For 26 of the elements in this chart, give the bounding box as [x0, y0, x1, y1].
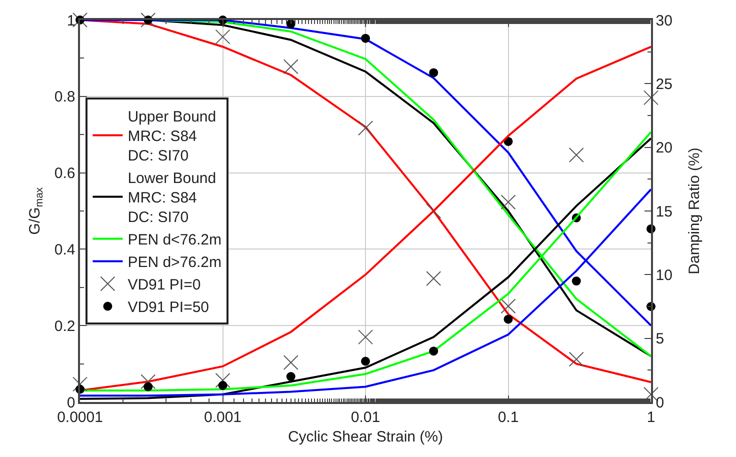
y-tick-label: 0.6: [54, 165, 76, 182]
y-tick-label: 1: [66, 12, 76, 30]
y-tick-label: 0: [66, 394, 76, 412]
y2-tick-label: 15: [656, 203, 672, 220]
y2-tick-label: 10: [656, 266, 672, 284]
legend-label: PEN d>76.2m: [128, 254, 222, 272]
x-tick-label: 1: [646, 408, 656, 426]
y-tick-label: 0.8: [54, 88, 76, 106]
y2-tick-label: 30: [656, 12, 672, 30]
y2-tick-label: 20: [656, 140, 672, 157]
x-tick-label: 0.1: [498, 408, 519, 426]
y2-tick-label: 5: [656, 330, 664, 348]
legend-label: Upper Bound MRC: S84 DC: SI70: [128, 108, 216, 165]
x-tick-label: 0.001: [204, 408, 242, 426]
legend-label: PEN d<76.2m: [128, 232, 222, 249]
x-tick-label: 0.01: [350, 408, 380, 426]
y2-tick-label: 25: [656, 76, 672, 93]
y2-tick-label: 0: [656, 394, 664, 412]
legend-label: VD91 PI=0: [128, 276, 201, 294]
y-tick-label: 0.2: [54, 318, 76, 335]
legend-label: VD91 PI=50: [128, 299, 210, 316]
x-tick-label: 0.0001: [57, 408, 103, 426]
y2-axis-title: Damping Ratio (%): [686, 148, 703, 274]
y-tick-label: 0.4: [54, 241, 76, 258]
legend-label: Lower Bound MRC: S84 DC: SI70: [128, 170, 216, 226]
x-axis-title: Cyclic Shear Strain (%): [288, 428, 444, 446]
